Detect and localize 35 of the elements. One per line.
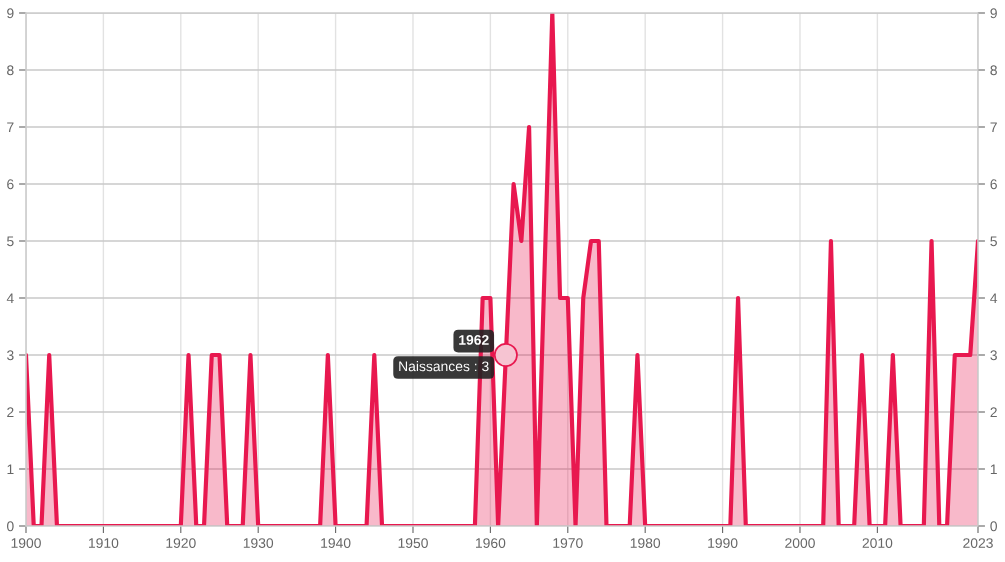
y-tick-label: 2: [7, 407, 14, 418]
y2-tick-label: 4: [990, 293, 998, 304]
y-tick-label: 7: [7, 122, 14, 133]
y2-tick-label: 6: [990, 179, 997, 190]
y2-tick-label: 3: [990, 350, 997, 361]
x-tick-label: 1940: [321, 538, 351, 549]
x-tick-label: 1930: [243, 538, 274, 549]
y2-tick-label: 7: [990, 122, 997, 133]
y2-tick-label: 5: [990, 236, 997, 247]
x-tick-label: 1970: [553, 538, 583, 549]
y2-tick-label: 0: [990, 521, 997, 532]
y2-tick-label: 1: [990, 464, 997, 475]
y2-tick-label: 9: [990, 8, 997, 19]
x-tick-label: 2000: [785, 538, 815, 549]
y-tick-label: 4: [6, 293, 14, 304]
y-tick-label: 6: [7, 179, 14, 190]
x-tick-label: 1980: [630, 538, 661, 549]
y2-tick-label: 8: [990, 65, 997, 76]
y-tick-label: 5: [7, 236, 14, 247]
x-tick-label: 1960: [476, 538, 506, 549]
x-tick-label: 1910: [89, 538, 119, 549]
y-tick-label: 3: [7, 350, 14, 361]
x-tick-label: 1920: [166, 538, 196, 549]
annotation: 1962: [459, 335, 489, 345]
y2-tick-label: 2: [990, 407, 997, 418]
y-tick-label: 1: [7, 464, 14, 475]
x-tick-label: 2010: [862, 538, 893, 549]
x-tick-label: 1990: [708, 538, 738, 549]
y-tick-label: 9: [7, 8, 14, 19]
y-tick-label: 8: [7, 65, 14, 76]
x-tick-label: 1950: [398, 538, 428, 549]
x-tick-label: 1900: [11, 538, 41, 549]
x-tick-label: 2023: [963, 538, 993, 549]
y-tick-label: 0: [7, 521, 14, 532]
annotation: Naissances : 3: [399, 361, 489, 372]
